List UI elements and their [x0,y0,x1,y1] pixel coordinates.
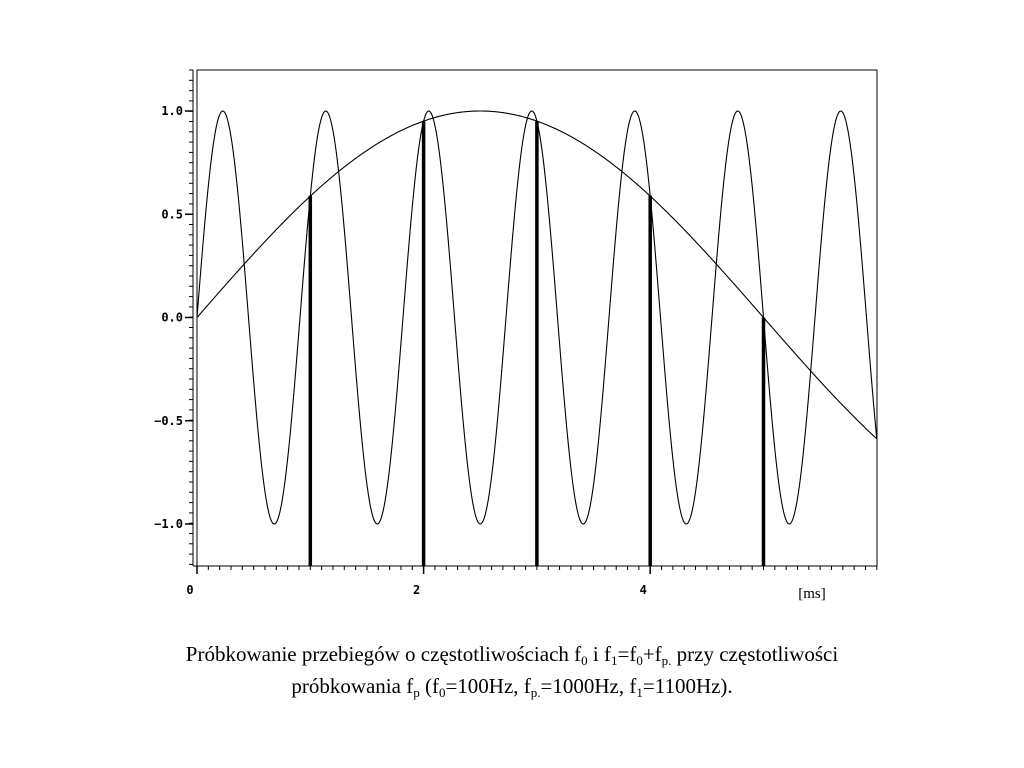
caption-text: przy częstotliwości [671,642,839,666]
axes [185,69,878,574]
tick-labels: 1.0 0.5 0.0 −0.5 −1.0 0 2 4 [154,104,647,597]
caption-subscript: 1 [636,685,643,700]
caption-subscript: 0 [581,653,588,668]
caption-text: +f [642,642,662,666]
sampling-chart: 1.0 0.5 0.0 −0.5 −1.0 0 2 4 [ms] [154,69,878,602]
caption-text: próbkowania f [291,674,414,698]
caption-subscript: 0 [636,653,643,668]
caption-line-1: Próbkowanie przebiegów o częstotliwościa… [0,638,1024,670]
caption-text: Próbkowanie przebiegów o częstotliwościa… [185,642,582,666]
caption-subscript: p. [661,653,672,668]
caption-text: (f [419,674,439,698]
y-tick-label: 1.0 [161,104,183,118]
x-tick-label: 0 [186,583,193,597]
caption-text: =100Hz, f [445,674,531,698]
caption-text: =f [617,642,637,666]
x-unit-label: [ms] [798,586,826,602]
y-tick-label: −1.0 [154,517,183,531]
caption-line-2: próbkowania fp (f0=100Hz, fp.=1000Hz, f1… [0,670,1024,702]
caption-text: =1100Hz). [642,674,733,698]
caption-subscript: 0 [438,685,446,700]
y-tick-label: −0.5 [154,414,183,428]
caption-subscript: p [413,685,420,700]
caption-subscript: 1 [610,653,618,668]
y-tick-label: 0.0 [161,311,183,325]
caption-text: =1000Hz, f [540,674,637,698]
figure-caption: Próbkowanie przebiegów o częstotliwościa… [0,638,1024,702]
caption-subscript: p. [530,685,541,700]
x-tick-label: 2 [413,583,420,597]
y-tick-label: 0.5 [161,207,183,221]
caption-text: i f [587,642,611,666]
sample-lines [308,121,766,566]
x-tick-label: 4 [640,583,647,597]
